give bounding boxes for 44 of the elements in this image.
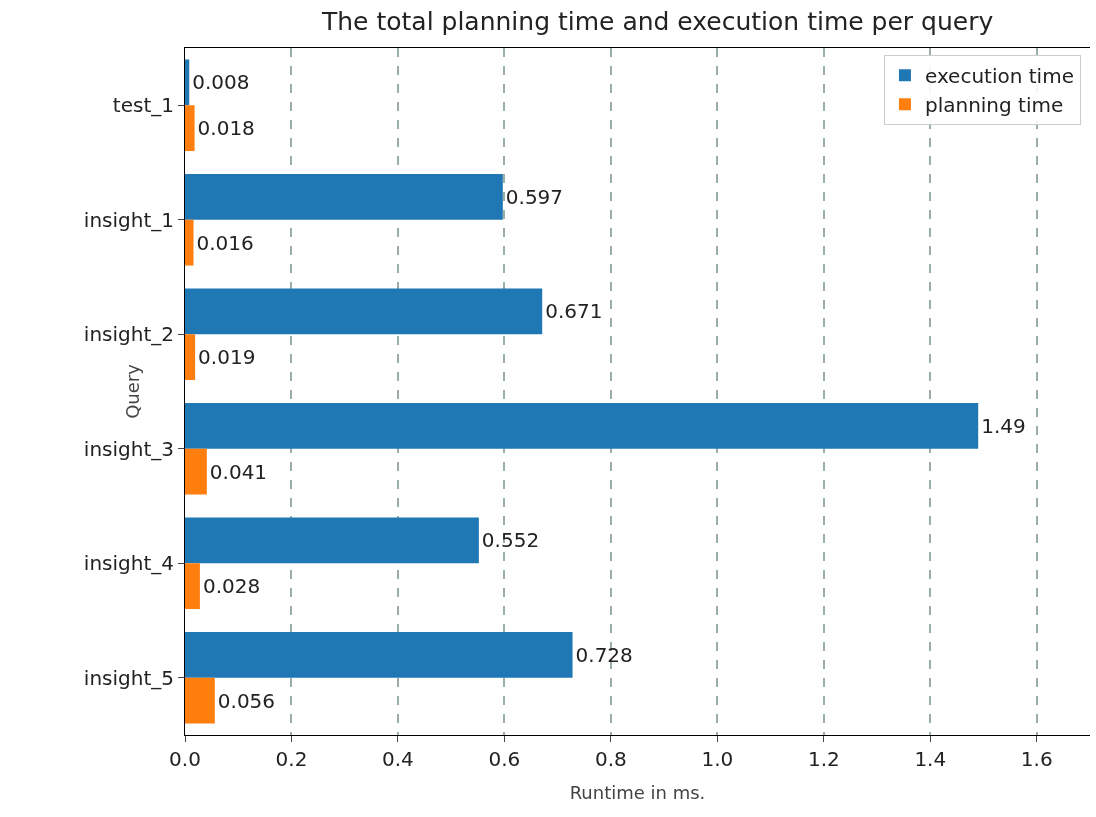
data-label: 0.597 (505, 184, 564, 209)
data-label: 0.728 (575, 642, 633, 667)
data-label: 0.018 (197, 116, 255, 141)
legend-label: execution time (924, 64, 1074, 89)
data-label: 0.019 (198, 345, 256, 370)
x-tick-label: 0.0 (169, 747, 201, 771)
y-tick-label: test_1 (112, 93, 174, 118)
legend-label: planning time (924, 93, 1064, 118)
bar (185, 402, 979, 449)
data-label: 0.552 (481, 528, 540, 553)
y-tick-label: insight_4 (83, 551, 174, 576)
x-tick-label: 1.6 (1020, 747, 1053, 771)
y-tick-label: insight_3 (83, 436, 174, 461)
x-tick-label: 0.6 (488, 747, 521, 771)
y-tick-label: insight_5 (83, 665, 174, 690)
x-tick-label: 1.2 (807, 747, 840, 771)
data-label: 0.008 (192, 70, 250, 95)
bar (185, 334, 196, 381)
data-label: 0.016 (196, 230, 254, 255)
bar (185, 631, 573, 678)
bar (185, 677, 215, 724)
y-tick-label: insight_1 (83, 207, 174, 232)
bar (185, 448, 207, 495)
data-label: 1.49 (981, 413, 1026, 438)
bar (185, 219, 194, 266)
bar (185, 59, 190, 106)
y-axis-title: Query (122, 363, 143, 419)
data-label: 0.056 (217, 688, 276, 713)
x-tick-label: 0.2 (275, 747, 308, 771)
data-label: 0.041 (209, 459, 268, 484)
x-tick-label: 1.4 (914, 747, 947, 771)
data-label: 0.671 (545, 299, 603, 324)
bar (185, 288, 543, 335)
chart-title: The total planning time and execution time per query (320, 6, 994, 36)
bar (185, 517, 479, 564)
x-tick-label: 1.0 (701, 747, 734, 771)
x-tick-label: 0.8 (594, 747, 627, 771)
bar (185, 563, 200, 610)
bar (185, 173, 503, 220)
y-tick-label: insight_2 (83, 322, 174, 347)
x-tick-label: 0.4 (382, 747, 414, 771)
x-axis-title: Runtime in ms. (569, 782, 706, 803)
bar (185, 105, 195, 152)
data-label: 0.028 (202, 574, 261, 599)
